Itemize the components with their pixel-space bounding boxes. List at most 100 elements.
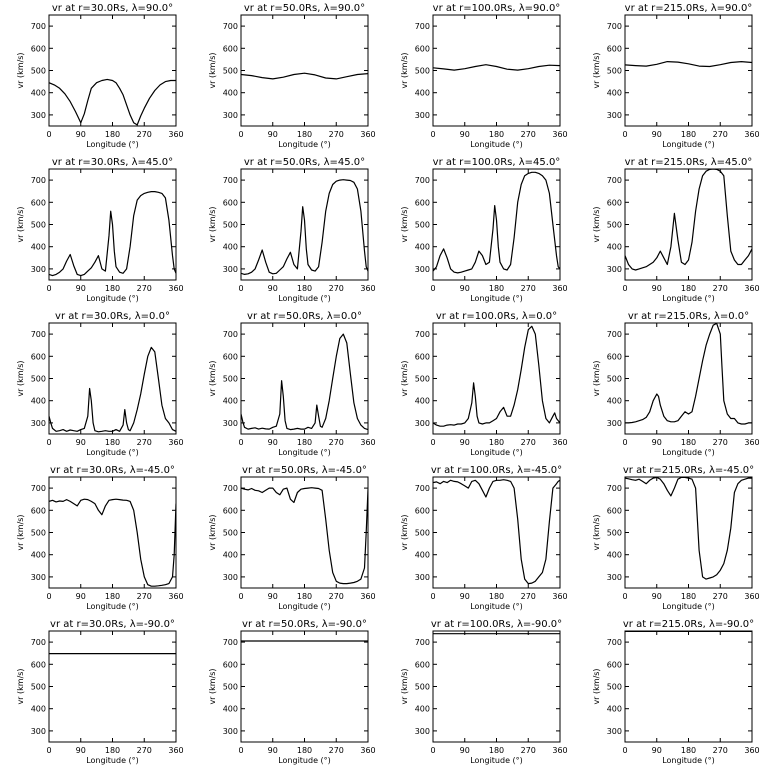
y-axis-label: vr (km/s): [16, 668, 25, 704]
y-axis-label: vr (km/s): [16, 206, 25, 242]
panel-title: vr at r=215.0Rs, λ=-90.0°: [623, 619, 754, 630]
plot-frame: [240, 476, 369, 589]
y-tick-label: 400: [607, 89, 622, 98]
y-axis-label: vr (km/s): [16, 52, 25, 88]
y-tick-label: 700: [415, 484, 430, 493]
y-tick-label: 300: [607, 727, 622, 736]
y-tick-label: 700: [607, 638, 622, 647]
y-tick-label: 300: [223, 419, 238, 428]
y-tick-label: 600: [31, 44, 46, 53]
y-tick-label: 600: [223, 198, 238, 207]
y-axis-label: vr (km/s): [592, 514, 601, 550]
y-tick-label: 600: [415, 198, 430, 207]
plot-frame: [624, 14, 753, 127]
y-tick-label: 400: [607, 397, 622, 406]
x-tick-label: 270: [713, 438, 728, 447]
y-tick-label: 400: [607, 551, 622, 560]
x-tick-label: 270: [521, 592, 536, 601]
y-tick-label: 700: [31, 330, 46, 339]
y-tick-label: 300: [223, 727, 238, 736]
plot-frame: [432, 476, 561, 589]
x-axis-label: Longitude (°): [662, 756, 715, 765]
y-tick-label: 400: [223, 551, 238, 560]
x-tick-label: 90: [76, 438, 86, 447]
y-tick-label: 600: [223, 660, 238, 669]
panel-13: vr at r=50.0Rs, λ=-45.0° 0 90 180 270 360 300 4…: [208, 465, 376, 611]
y-tick-label: 500: [223, 375, 238, 384]
panel-title: vr at r=100.0Rs, λ=-90.0°: [431, 619, 562, 630]
y-tick-label: 600: [415, 44, 430, 53]
x-tick-label: 90: [460, 130, 470, 139]
y-axis-label: vr (km/s): [400, 668, 409, 704]
y-tick-label: 400: [31, 89, 46, 98]
x-tick-label: 360: [744, 284, 759, 293]
panel-title: vr at r=215.0Rs, λ=90.0°: [625, 3, 753, 14]
y-tick-label: 300: [223, 111, 238, 120]
y-tick-label: 500: [415, 221, 430, 230]
x-tick-label: 180: [297, 284, 312, 293]
y-tick-label: 700: [607, 22, 622, 31]
panel-0: vr at r=30.0Rs, λ=90.0° 0 90 180 270 360 300 40…: [16, 3, 184, 149]
y-tick-label: 600: [607, 660, 622, 669]
x-tick-label: 90: [460, 284, 470, 293]
plot-frame: [240, 14, 369, 127]
y-tick-label: 300: [223, 573, 238, 582]
y-tick-label: 400: [31, 243, 46, 252]
x-tick-label: 270: [137, 284, 152, 293]
series-line: [433, 479, 560, 585]
plot-frame: [624, 322, 753, 435]
y-tick-label: 600: [31, 352, 46, 361]
x-tick-label: 180: [489, 746, 504, 755]
x-tick-label: 0: [622, 438, 627, 447]
y-tick-label: 300: [607, 419, 622, 428]
x-tick-label: 270: [329, 438, 344, 447]
series-line: [241, 72, 368, 80]
x-axis-label: Longitude (°): [470, 448, 523, 457]
x-tick-label: 90: [652, 746, 662, 755]
series-line: [49, 191, 176, 277]
y-axis-label: vr (km/s): [592, 206, 601, 242]
y-tick-label: 500: [415, 375, 430, 384]
plot-frame: [624, 168, 753, 281]
y-tick-label: 600: [31, 506, 46, 515]
x-tick-label: 270: [137, 592, 152, 601]
x-tick-label: 0: [46, 592, 51, 601]
x-axis-label: Longitude (°): [86, 140, 139, 149]
series-line: [625, 60, 752, 68]
y-tick-label: 500: [31, 683, 46, 692]
x-tick-label: 90: [76, 746, 86, 755]
series-line: [49, 346, 176, 433]
y-tick-label: 300: [607, 265, 622, 274]
y-tick-label: 400: [415, 243, 430, 252]
y-tick-label: 300: [31, 727, 46, 736]
x-tick-label: 0: [238, 130, 243, 139]
y-tick-label: 300: [415, 727, 430, 736]
x-axis-label: Longitude (°): [86, 448, 139, 457]
y-tick-label: 500: [607, 683, 622, 692]
x-tick-label: 0: [622, 284, 627, 293]
y-tick-label: 500: [607, 221, 622, 230]
panel-8: vr at r=30.0Rs, λ=0.0° 0 90 180 270 360 300 400…: [16, 311, 184, 457]
series-line: [49, 498, 176, 587]
y-tick-label: 600: [415, 506, 430, 515]
y-tick-label: 300: [31, 265, 46, 274]
x-axis-label: Longitude (°): [470, 140, 523, 149]
y-tick-label: 500: [223, 683, 238, 692]
x-axis-label: Longitude (°): [278, 756, 331, 765]
series-line: [625, 323, 752, 425]
y-tick-label: 500: [607, 67, 622, 76]
y-tick-label: 400: [415, 551, 430, 560]
y-tick-label: 400: [31, 705, 46, 714]
panel-3: vr at r=215.0Rs, λ=90.0° 0 90 180 270 360 300 4…: [592, 3, 760, 149]
series-line: [49, 78, 176, 126]
series-line: [241, 487, 368, 585]
x-tick-label: 360: [552, 746, 567, 755]
x-tick-label: 270: [713, 130, 728, 139]
y-axis-label: vr (km/s): [592, 52, 601, 88]
y-tick-label: 400: [415, 705, 430, 714]
y-tick-label: 400: [415, 89, 430, 98]
y-tick-label: 700: [607, 176, 622, 185]
panel-title: vr at r=100.0Rs, λ=45.0°: [433, 157, 561, 168]
y-tick-label: 600: [223, 352, 238, 361]
